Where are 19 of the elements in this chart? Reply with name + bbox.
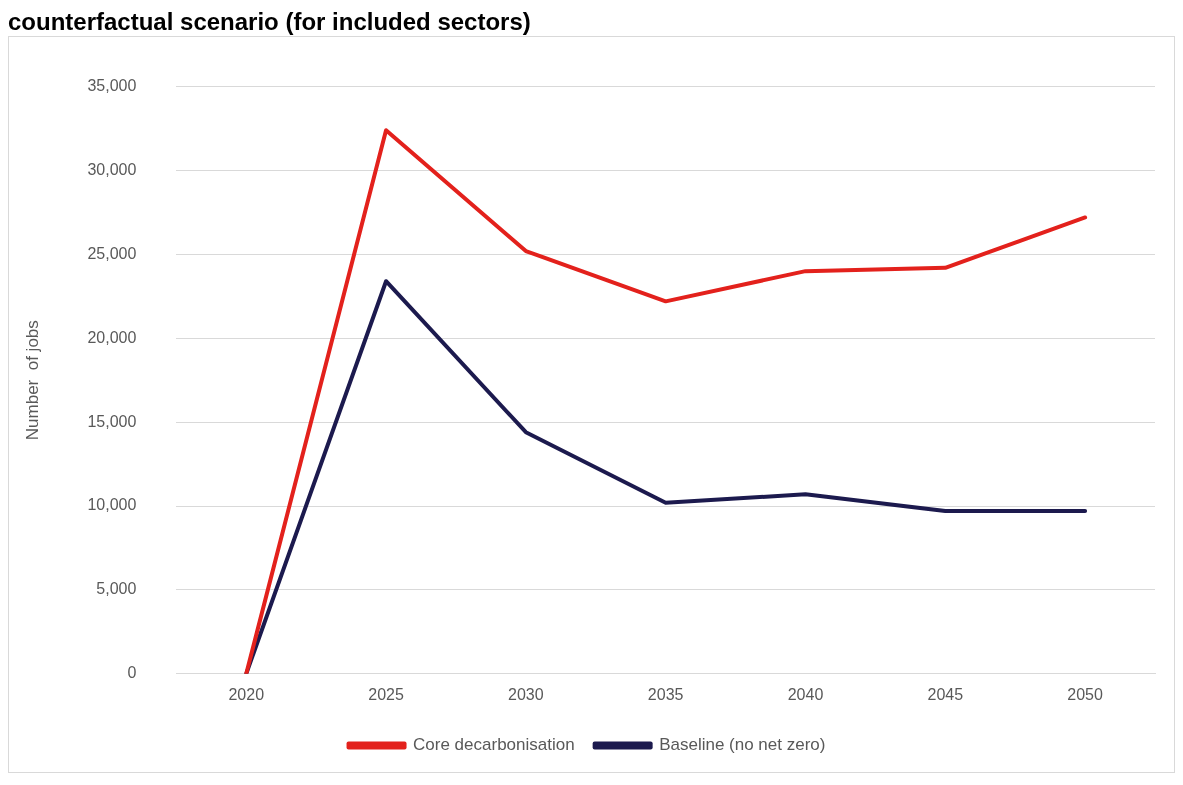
y-tick-label: 25,000 (87, 244, 137, 262)
chart-title: counterfactual scenario (for included sectors) (8, 8, 532, 36)
y-tick-label: 10,000 (87, 496, 137, 514)
y-tick-label: 30,000 (87, 160, 137, 178)
x-tick-label: 2050 (1067, 685, 1103, 703)
y-tick-label: 20,000 (87, 328, 137, 346)
x-tick-label: 2025 (368, 685, 404, 703)
x-tick-label: 2040 (787, 685, 824, 703)
x-tick-label: 2030 (508, 685, 544, 703)
y-axis-title: Number of jobs (22, 320, 42, 441)
x-tick-label: 2045 (927, 685, 964, 703)
y-tick-label: 5,000 (96, 580, 137, 598)
legend-label: Core decarbonisation (413, 735, 575, 755)
x-tick-label: 2020 (228, 685, 265, 703)
legend-label: Baseline (no net zero) (659, 735, 826, 755)
x-tick-label: 2035 (647, 685, 684, 703)
y-tick-label: 15,000 (87, 412, 137, 430)
y-tick-label: 0 (127, 664, 137, 682)
y-tick-label: 35,000 (87, 77, 137, 95)
